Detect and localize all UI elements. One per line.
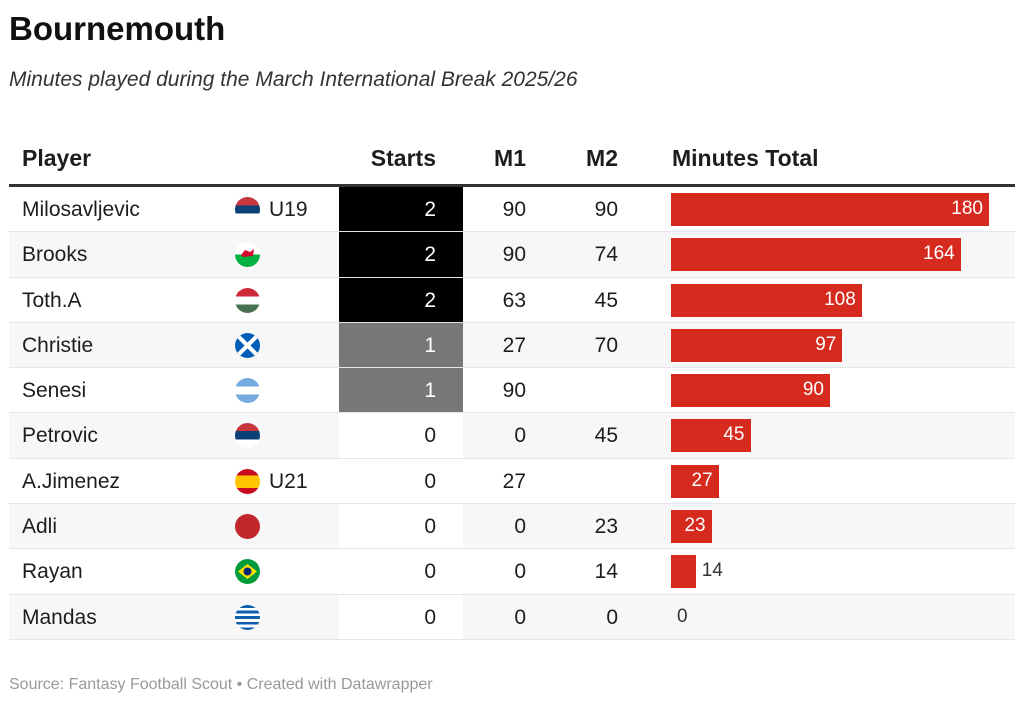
table-row: Mandas 0 0 0 0 xyxy=(9,594,1015,640)
header-starts[interactable]: Starts xyxy=(370,145,436,171)
header-minutes-total[interactable]: Minutes Total xyxy=(672,145,819,171)
starts-value: 2 xyxy=(424,288,436,312)
starts-value: 2 xyxy=(424,198,436,221)
m1-value: 0 xyxy=(514,424,526,448)
spain-flag-icon xyxy=(235,468,260,494)
table-row: Milosavljevic U19 2 90 90 180 xyxy=(9,187,1015,233)
starts-cell: 2 xyxy=(339,187,463,232)
starts-value: 0 xyxy=(424,424,436,448)
starts-cell: 1 xyxy=(339,322,463,368)
starts-value: 0 xyxy=(424,515,436,539)
m1-value: 90 xyxy=(502,198,526,221)
minutes-bar xyxy=(671,193,989,226)
greece-flag-icon xyxy=(235,604,260,630)
minutes-total-label: 164 xyxy=(923,243,955,265)
age-group-tag: U21 xyxy=(269,469,308,493)
header-m2[interactable]: M2 xyxy=(586,145,618,171)
morocco-flag-icon xyxy=(235,514,260,540)
m2-value: 74 xyxy=(594,243,618,267)
player-name: Toth.A xyxy=(22,288,82,312)
minutes-total-label: 45 xyxy=(723,424,745,446)
starts-value: 0 xyxy=(424,469,436,493)
chart-title: Bournemouth xyxy=(9,10,226,47)
minutes-total-label: 27 xyxy=(691,469,713,491)
table-row: A.Jimenez U21 0 27 27 xyxy=(9,458,1015,505)
player-name: Adli xyxy=(22,515,58,539)
header-m1[interactable]: M1 xyxy=(494,145,526,171)
scotland-flag-icon xyxy=(235,332,260,358)
player-name: Christie xyxy=(22,333,94,357)
table-row: Toth.A 2 63 45 108 xyxy=(9,277,1015,323)
table-row: Rayan 0 0 14 14 xyxy=(9,549,1015,595)
minutes-total-label: 0 xyxy=(677,605,688,627)
header-player[interactable]: Player xyxy=(22,145,92,171)
starts-cell: 2 xyxy=(339,232,463,277)
table-row: Petrovic 0 0 45 45 xyxy=(9,413,1015,459)
starts-cell: 1 xyxy=(339,368,463,413)
starts-cell: 0 xyxy=(339,413,463,458)
minutes-bar xyxy=(671,555,696,589)
minutes-bar xyxy=(671,464,719,498)
player-name: Petrovic xyxy=(22,424,98,448)
starts-cell: 0 xyxy=(339,594,463,639)
table-row: Brooks 2 90 74 164 xyxy=(9,232,1015,278)
player-name: Mandas xyxy=(22,605,97,629)
m2-value: 45 xyxy=(594,288,618,312)
minutes-total-label: 180 xyxy=(951,198,983,219)
minutes-total-label: 108 xyxy=(824,288,856,310)
chart-subtitle: Minutes played during the March Internat… xyxy=(9,68,578,91)
argentina-flag-icon xyxy=(235,378,260,404)
serbia-flag-icon xyxy=(235,423,260,449)
player-name: Senesi xyxy=(22,379,87,403)
player-name: A.Jimenez xyxy=(22,469,121,493)
player-name: Milosavljevic xyxy=(22,198,140,221)
starts-cell: 0 xyxy=(339,504,463,549)
m1-value: 0 xyxy=(514,560,526,584)
wales-flag-icon xyxy=(235,242,260,268)
starts-cell: 2 xyxy=(339,277,463,322)
starts-cell: 0 xyxy=(339,458,463,504)
minutes-bar xyxy=(671,419,751,453)
brazil-flag-icon xyxy=(235,559,260,585)
minutes-total-label: 90 xyxy=(802,379,824,401)
m2-value: 90 xyxy=(594,198,618,221)
starts-value: 2 xyxy=(424,243,436,267)
player-name: Rayan xyxy=(22,560,83,584)
table-row: Christie 1 27 70 97 xyxy=(9,322,1015,369)
m1-value: 27 xyxy=(502,333,526,357)
minutes-total-label: 23 xyxy=(684,515,706,537)
source-footer: Source: Fantasy Football Scout • Created… xyxy=(9,676,433,693)
serbia-flag-icon xyxy=(235,197,260,222)
minutes-total-label: 97 xyxy=(815,333,837,355)
m2-value: 0 xyxy=(606,605,618,629)
minutes-bar xyxy=(671,510,712,544)
hungary-flag-icon xyxy=(235,287,260,313)
m1-value: 90 xyxy=(502,379,526,403)
minutes-bar xyxy=(671,328,843,362)
m2-value: 23 xyxy=(594,515,618,539)
starts-value: 0 xyxy=(424,560,436,584)
table-row: Adli 0 0 23 23 xyxy=(9,504,1015,550)
m1-value: 0 xyxy=(514,605,526,629)
m2-value: 45 xyxy=(594,424,618,448)
m2-value: 70 xyxy=(594,333,618,357)
starts-cell: 0 xyxy=(339,549,463,594)
m1-value: 27 xyxy=(502,469,526,493)
m2-value: 14 xyxy=(594,560,618,584)
m1-value: 63 xyxy=(502,288,526,312)
m1-value: 0 xyxy=(514,515,526,539)
table-row: Senesi 1 90 90 xyxy=(9,368,1015,414)
player-name: Brooks xyxy=(22,243,88,267)
minutes-total-label: 14 xyxy=(701,560,723,582)
data-table: Player Starts M1 M2 Minutes Total Milosa… xyxy=(9,133,1015,640)
starts-value: 1 xyxy=(424,333,436,357)
table-header: Player Starts M1 M2 Minutes Total xyxy=(9,133,1015,187)
m1-value: 90 xyxy=(502,243,526,267)
minutes-bar xyxy=(671,374,830,408)
starts-value: 1 xyxy=(424,379,436,403)
minutes-bar xyxy=(671,238,961,272)
age-group-tag: U19 xyxy=(269,198,308,221)
minutes-bar xyxy=(671,283,862,317)
starts-value: 0 xyxy=(424,605,436,629)
